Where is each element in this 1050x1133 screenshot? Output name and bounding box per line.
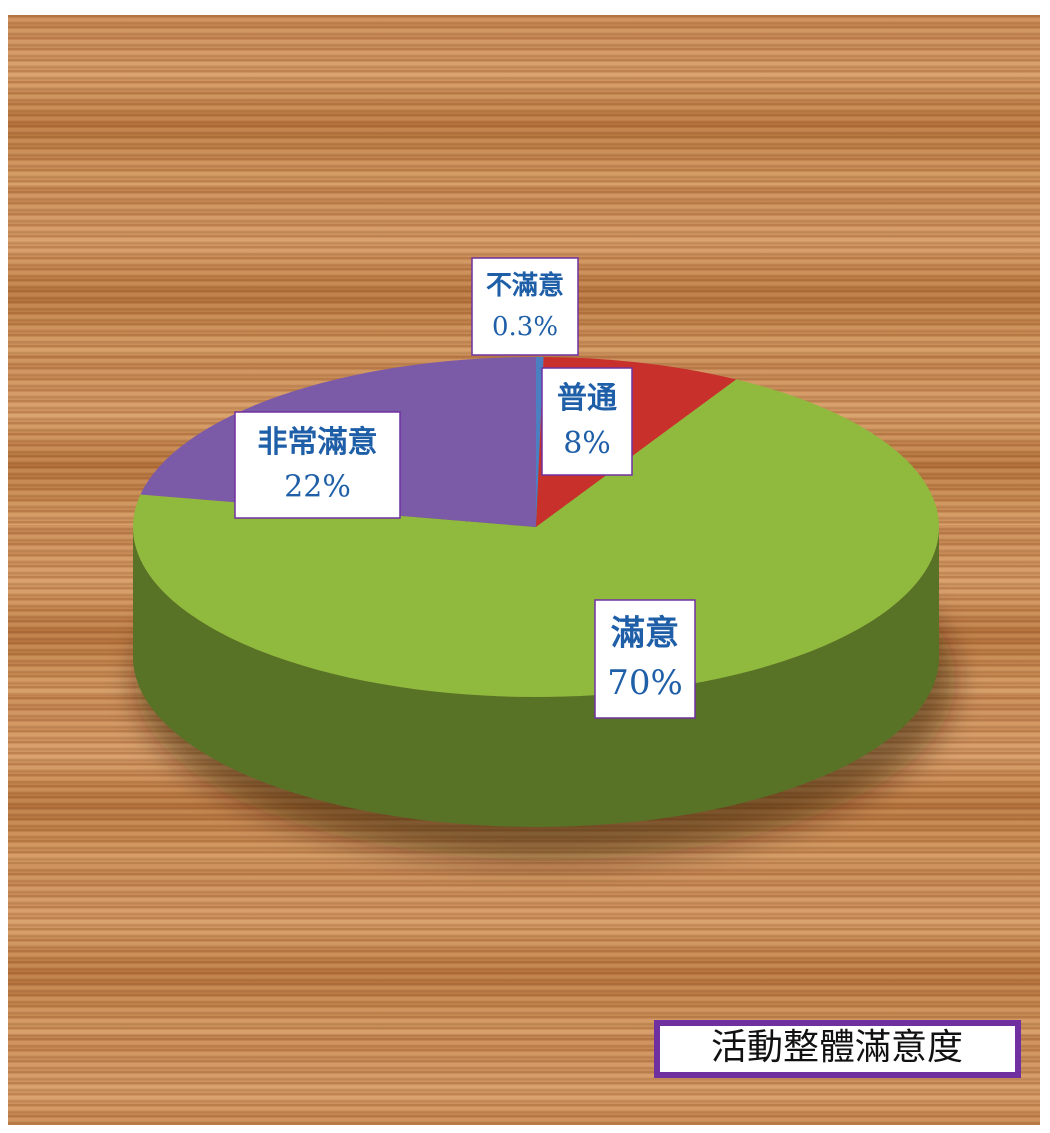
category-label: 普通 (557, 381, 617, 416)
labels: 不滿意 0.3% 普通 8% 滿意 70% 非常滿意 22% (234, 257, 696, 719)
value-label: 0.3% (492, 312, 558, 342)
label-box (234, 411, 401, 519)
chart-title: 活動整體滿意度 (711, 1027, 963, 1068)
value-label: 22% (284, 469, 351, 504)
pie-side (133, 527, 939, 827)
category-label: 非常滿意 (258, 425, 378, 460)
value-label: 8% (563, 426, 611, 461)
category-label: 不滿意 (486, 270, 564, 301)
label-box (594, 599, 696, 719)
category-label: 滿意 (611, 613, 679, 653)
value-label: 70% (607, 663, 683, 703)
label-box (471, 257, 579, 356)
label-box (541, 367, 633, 476)
title-box (654, 1020, 1021, 1078)
pie-slice (132, 379, 940, 698)
